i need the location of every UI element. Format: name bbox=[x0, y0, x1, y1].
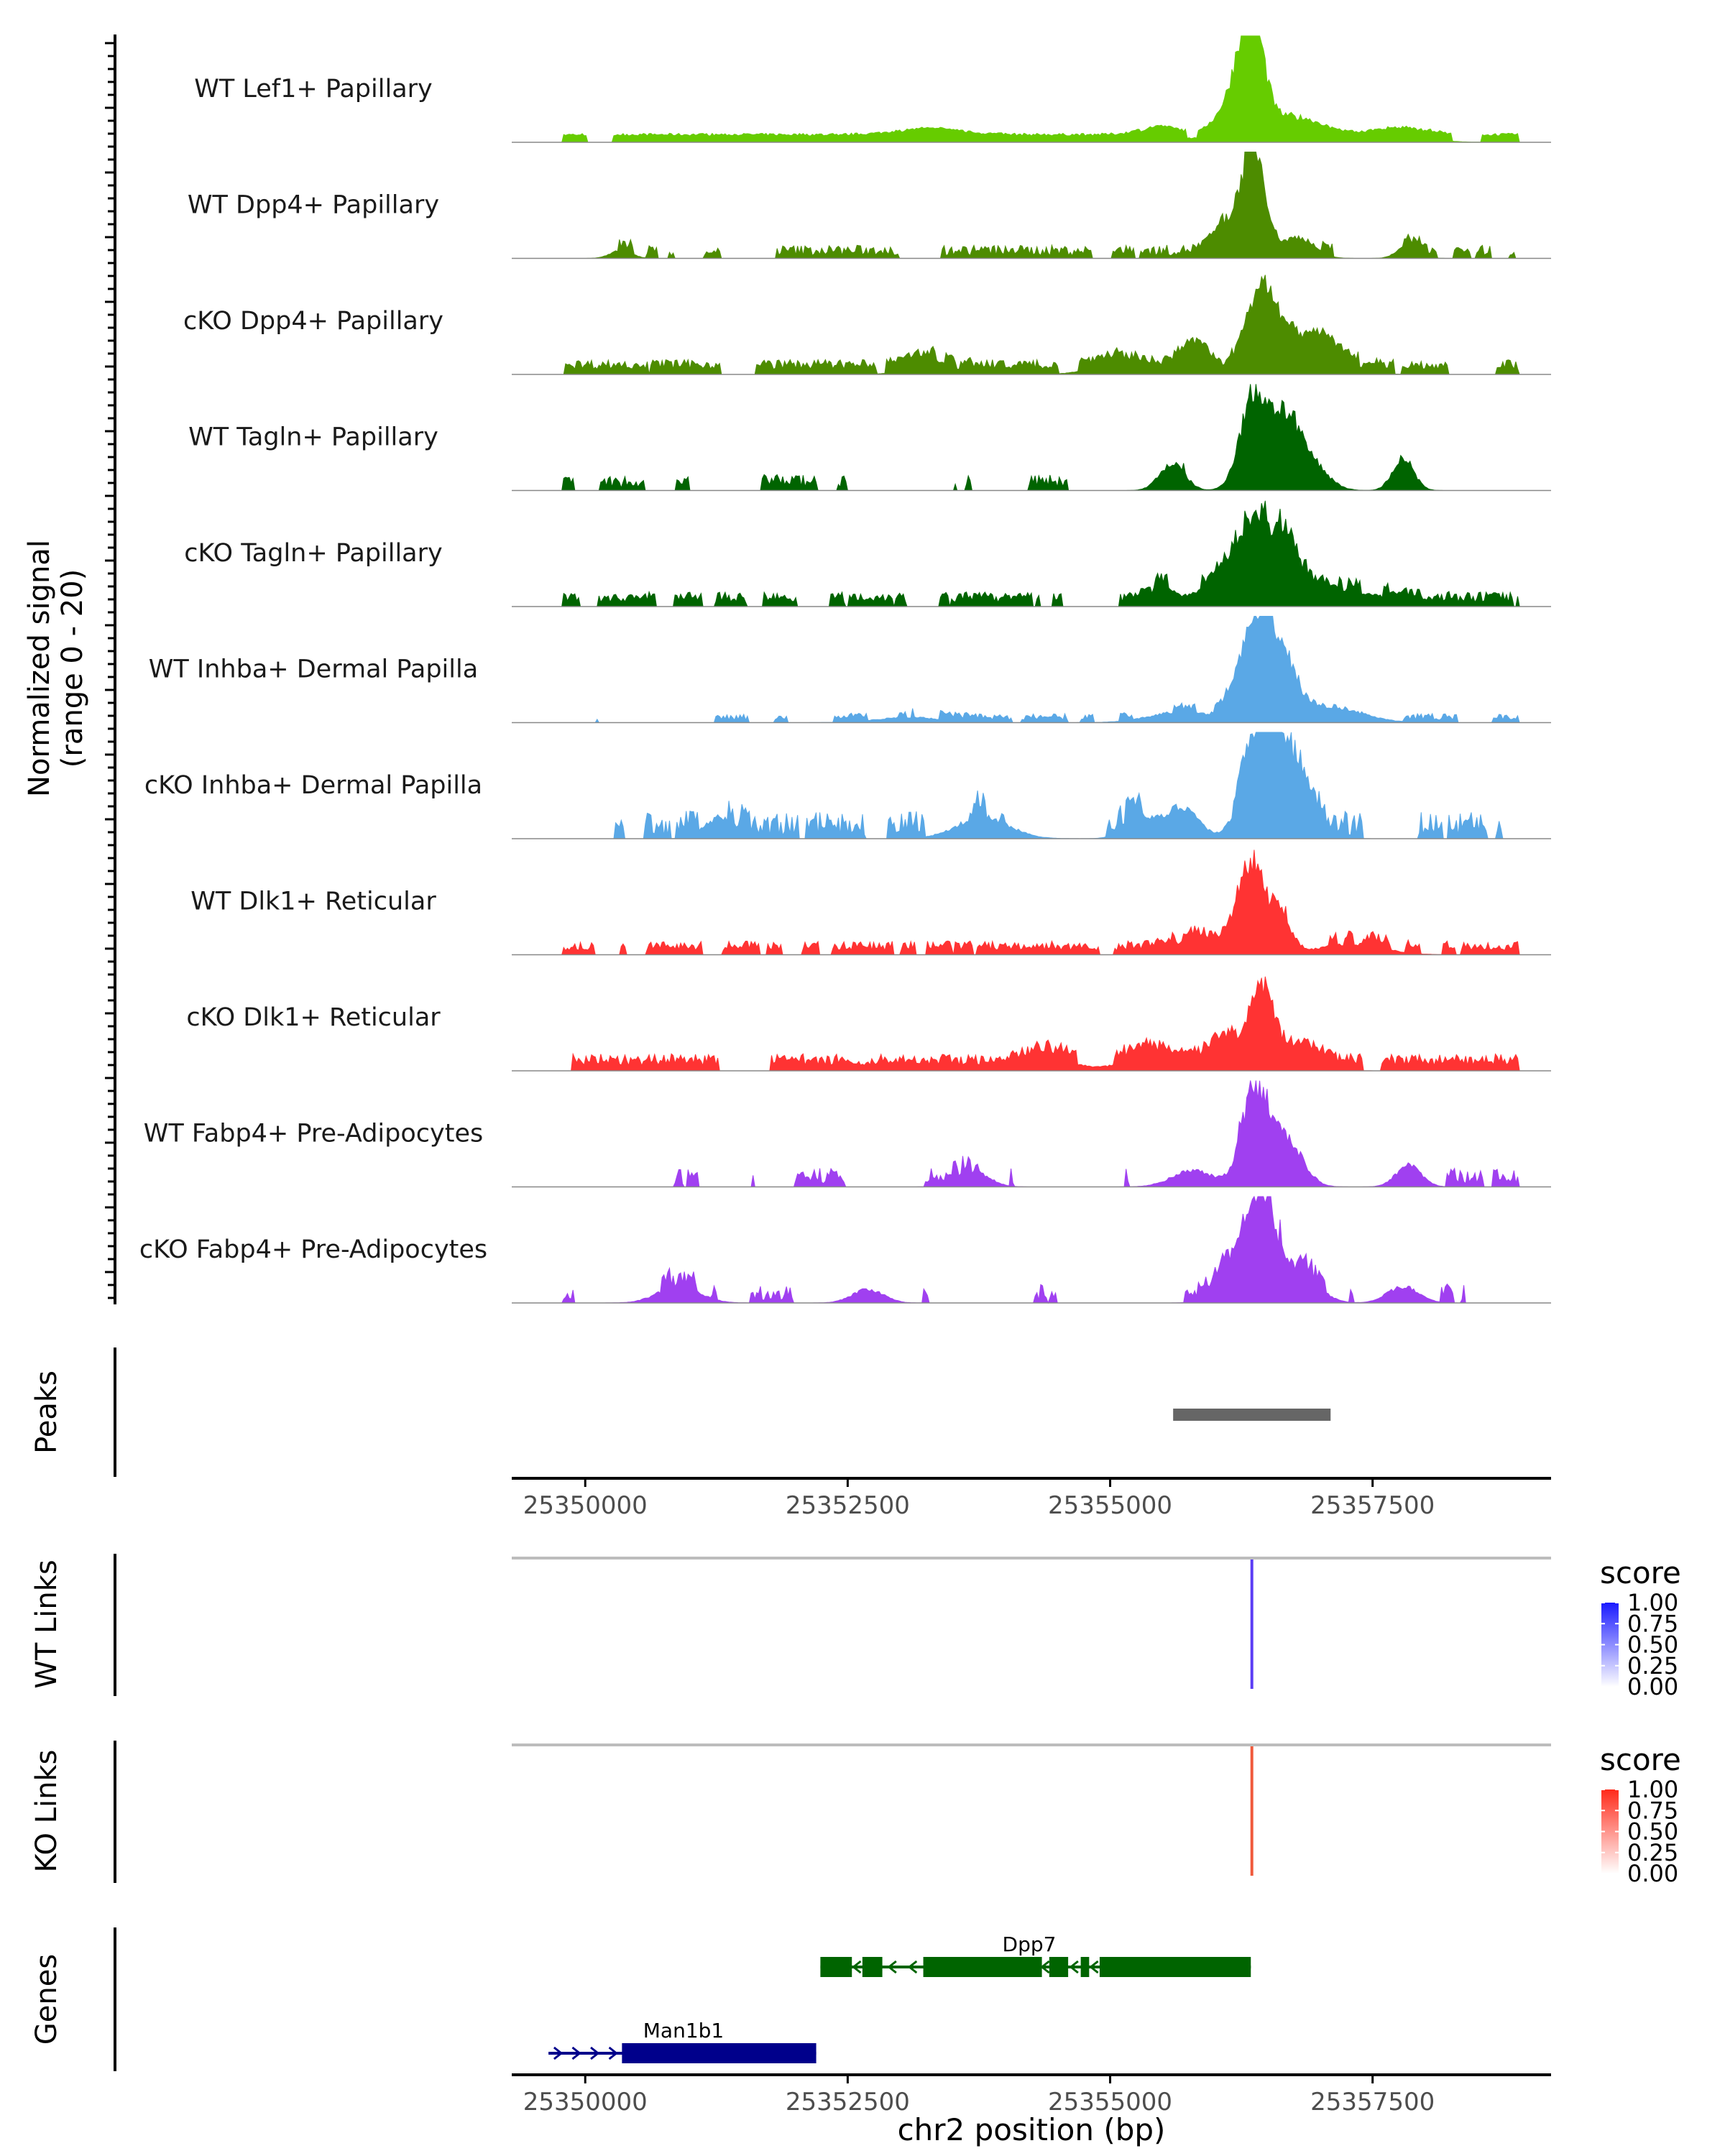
x-axis-ticks-top: 25350000 25352500 25355000 25357500 bbox=[523, 1478, 1435, 1520]
strand-arrow bbox=[590, 2046, 600, 2060]
coverage-area bbox=[512, 616, 1551, 723]
coverage-track: WT Inhba+ Dermal Papilla bbox=[149, 616, 1551, 724]
x-axis-bottom-tick-label: 25352500 bbox=[786, 2088, 910, 2116]
strand-arrow bbox=[1089, 1960, 1099, 1974]
ko-score-legend: score 1.000.750.500.250.00 bbox=[1600, 1742, 1681, 1887]
x-axis-top-tick-label: 25357500 bbox=[1310, 1491, 1435, 1520]
coverage-track: WT Dpp4+ Papillary bbox=[188, 152, 1551, 259]
signal-y-label-line2: (range 0 - 20) bbox=[56, 569, 89, 768]
legend-tick-label: 1.00 bbox=[1627, 1589, 1678, 1616]
legend-tick-label: 0.00 bbox=[1627, 1860, 1678, 1887]
wt-legend-title: score bbox=[1600, 1555, 1681, 1590]
coverage-area bbox=[512, 35, 1551, 143]
coverage-area bbox=[512, 384, 1551, 491]
gene-exon bbox=[1099, 1957, 1251, 1977]
legend-tick-label: 0.75 bbox=[1627, 1797, 1678, 1824]
x-axis-bottom-tick-label: 25357500 bbox=[1310, 2088, 1435, 2116]
ko-links-label: KO Links bbox=[30, 1750, 63, 1873]
x-axis-bottom-tick-label: 25355000 bbox=[1048, 2088, 1172, 2116]
coverage-track: cKO Tagln+ Papillary bbox=[184, 500, 1551, 607]
track-label: cKO Fabp4+ Pre-Adipocytes bbox=[139, 1235, 487, 1264]
coverage-area bbox=[512, 976, 1551, 1072]
coverage-area bbox=[512, 1195, 1551, 1304]
strand-arrow bbox=[852, 1960, 862, 1974]
coverage-area bbox=[512, 500, 1551, 607]
gene-name-label: Man1b1 bbox=[643, 2019, 724, 2042]
gene-models: Dpp7 Man1b1 bbox=[548, 1932, 1251, 2063]
gene-exon bbox=[1049, 1957, 1069, 1977]
peak-region-bar bbox=[1173, 1409, 1331, 1421]
coverage-area bbox=[512, 152, 1551, 259]
x-axis-top-tick-label: 25355000 bbox=[1048, 1491, 1172, 1520]
gene-exon bbox=[820, 1957, 852, 1977]
coverage-area bbox=[512, 1080, 1551, 1187]
x-axis-label: chr2 position (bp) bbox=[898, 2112, 1166, 2147]
legend-tick-label: 0.50 bbox=[1627, 1631, 1678, 1659]
coverage-track: cKO Fabp4+ Pre-Adipocytes bbox=[139, 1195, 1551, 1304]
strand-arrow bbox=[1040, 1960, 1050, 1974]
x-axis-ticks-bottom: 25350000 25352500 25355000 25357500 bbox=[523, 2075, 1435, 2116]
track-label: cKO Dpp4+ Papillary bbox=[183, 307, 443, 336]
coverage-area bbox=[512, 275, 1551, 375]
strand-arrow bbox=[1069, 1960, 1079, 1974]
peak-regions bbox=[1173, 1409, 1331, 1421]
legend-tick-label: 0.50 bbox=[1627, 1818, 1678, 1846]
signal-tracks: WT Lef1+ Papillary WT Dpp4+ Papillary cKO … bbox=[139, 35, 1551, 1304]
legend-tick-label: 0.25 bbox=[1627, 1652, 1678, 1680]
legend-tick-label: 0.00 bbox=[1627, 1673, 1678, 1700]
strand-arrow bbox=[608, 2046, 618, 2060]
gene-exon bbox=[862, 1957, 883, 1977]
x-axis-bottom-tick-label: 25350000 bbox=[523, 2088, 648, 2116]
track-label: cKO Dlk1+ Reticular bbox=[186, 1003, 441, 1032]
track-label: WT Inhba+ Dermal Papilla bbox=[149, 655, 478, 684]
strand-arrow bbox=[553, 2046, 564, 2060]
legend-tick-label: 1.00 bbox=[1627, 1776, 1678, 1803]
gene-exon bbox=[1080, 1957, 1090, 1977]
gene-exon bbox=[622, 2043, 816, 2063]
coverage-track: cKO Dpp4+ Papillary bbox=[183, 275, 1551, 375]
coverage-track: WT Lef1+ Papillary bbox=[194, 35, 1551, 143]
coverage-track: cKO Dlk1+ Reticular bbox=[186, 976, 1551, 1072]
wt-links-label: WT Links bbox=[30, 1560, 63, 1688]
gene-name-label: Dpp7 bbox=[1003, 1932, 1057, 1956]
gene-model: Man1b1 bbox=[548, 2019, 816, 2063]
x-axis-top-tick-label: 25352500 bbox=[786, 1491, 910, 1520]
track-label: WT Dpp4+ Papillary bbox=[188, 191, 439, 220]
legend-tick-label: 0.25 bbox=[1627, 1839, 1678, 1866]
genes-label: Genes bbox=[30, 1954, 63, 2045]
strand-arrow bbox=[887, 1960, 897, 1974]
strand-arrow bbox=[571, 2046, 581, 2060]
ko-legend-title: score bbox=[1600, 1742, 1681, 1777]
signal-y-ticks bbox=[105, 42, 115, 1299]
coverage-track: WT Fabp4+ Pre-Adipocytes bbox=[144, 1080, 1551, 1188]
signal-y-label-line1: Normalized signal bbox=[23, 540, 56, 797]
peaks-label: Peaks bbox=[30, 1370, 63, 1454]
x-axis-top-tick-label: 25350000 bbox=[523, 1491, 648, 1520]
track-label: cKO Inhba+ Dermal Papilla bbox=[144, 771, 482, 800]
track-label: WT Dlk1+ Reticular bbox=[190, 888, 436, 916]
coverage-area bbox=[512, 849, 1551, 955]
track-label: cKO Tagln+ Papillary bbox=[184, 539, 443, 568]
gene-model: Dpp7 bbox=[820, 1932, 1251, 1977]
strand-arrow bbox=[907, 1960, 918, 1974]
coverage-area bbox=[512, 732, 1551, 839]
track-label: WT Lef1+ Papillary bbox=[194, 75, 433, 103]
wt-score-legend: score 1.000.750.500.250.00 bbox=[1600, 1555, 1681, 1700]
legend-tick-label: 0.75 bbox=[1627, 1610, 1678, 1637]
coverage-track: cKO Inhba+ Dermal Papilla bbox=[144, 732, 1551, 839]
coverage-track: WT Dlk1+ Reticular bbox=[190, 849, 1551, 956]
gene-exon bbox=[923, 1957, 1042, 1977]
track-label: WT Tagln+ Papillary bbox=[188, 423, 438, 452]
track-label: WT Fabp4+ Pre-Adipocytes bbox=[144, 1120, 483, 1148]
coverage-track: WT Tagln+ Papillary bbox=[188, 384, 1551, 492]
